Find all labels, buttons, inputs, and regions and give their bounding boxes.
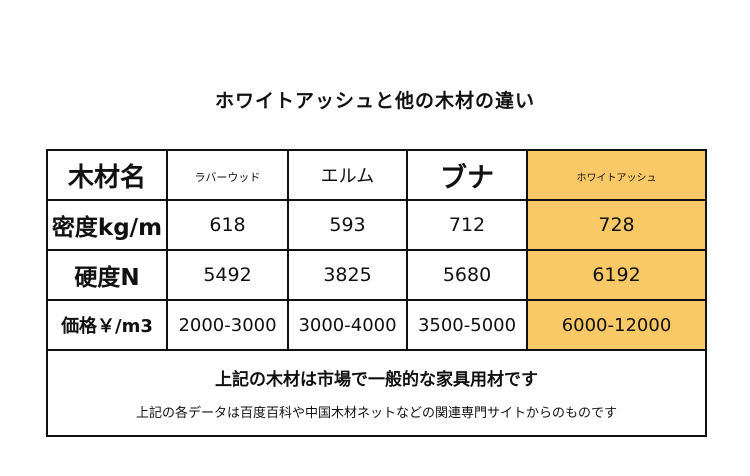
table-row-density: 密度kg/m 618 593 712 728 (46, 199, 707, 251)
row-label-hardness: 硬度N (46, 249, 168, 301)
column-header-white-ash: ホワイトアッシュ (526, 149, 707, 201)
column-header-elm: エルム (287, 149, 408, 201)
footer-notes: 上記の木材は市場で一般的な家具用材です 上記の各データは百度百科や中国木材ネット… (46, 349, 707, 437)
cell-price-rubberwood: 2000-3000 (166, 299, 289, 351)
page-title: ホワイトアッシュと他の木材の違い (214, 90, 535, 112)
cell-density-beech: 712 (406, 199, 528, 251)
column-header-rubberwood: ラバーウッド (166, 149, 289, 201)
row-label-density: 密度kg/m (46, 199, 168, 251)
header-row: 木材名 ラバーウッド エルム ブナ ホワイトアッシュ (46, 149, 707, 201)
table-row-price: 価格￥/m3 2000-3000 3000-4000 3500-5000 600… (46, 299, 707, 351)
cell-hardness-white-ash: 6192 (526, 249, 707, 301)
cell-price-white-ash: 6000-12000 (526, 299, 707, 351)
cell-density-rubberwood: 618 (166, 199, 289, 251)
table-row-hardness: 硬度N 5492 3825 5680 6192 (46, 249, 707, 301)
row-label-price: 価格￥/m3 (46, 299, 168, 351)
footer-row: 上記の木材は市場で一般的な家具用材です 上記の各データは百度百科や中国木材ネット… (46, 349, 707, 437)
corner-header: 木材名 (46, 149, 168, 201)
footer-line-2: 上記の各データは百度百科や中国木材ネットなどの関連専門サイトからのものです (135, 406, 617, 421)
cell-density-white-ash: 728 (526, 199, 707, 251)
cell-hardness-beech: 5680 (406, 249, 528, 301)
footer-line-1: 上記の木材は市場で一般的な家具用材です (215, 370, 538, 390)
cell-hardness-rubberwood: 5492 (166, 249, 289, 301)
cell-price-beech: 3500-5000 (406, 299, 528, 351)
comparison-table: 木材名 ラバーウッド エルム ブナ ホワイトアッシュ 密度kg/m 618 59… (46, 149, 707, 437)
column-header-beech: ブナ (406, 149, 528, 201)
cell-density-elm: 593 (287, 199, 408, 251)
cell-hardness-elm: 3825 (287, 249, 408, 301)
cell-price-elm: 3000-4000 (287, 299, 408, 351)
